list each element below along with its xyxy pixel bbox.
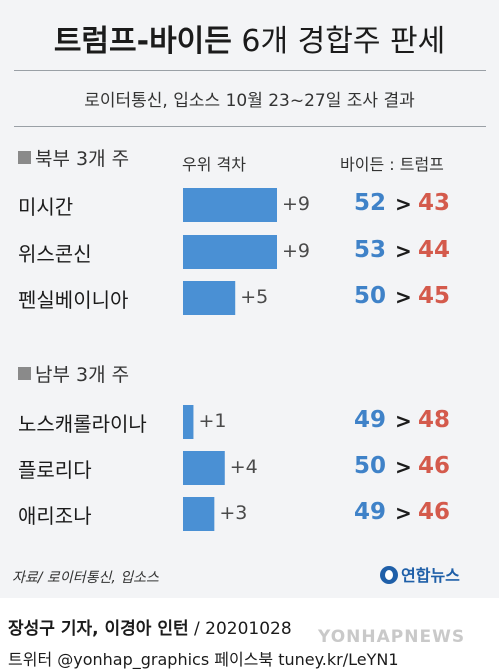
brand-logo-icon — [380, 566, 398, 584]
title-bold: 트럼프-바이든 — [53, 24, 232, 59]
margin-bar — [183, 451, 225, 485]
margin-label: +9 — [282, 240, 311, 262]
margin-label: +5 — [240, 286, 269, 308]
section-north: 북부 3개 주 — [18, 144, 129, 171]
state-label: 펜실베이니아 — [18, 288, 129, 312]
margin-bar — [183, 281, 236, 315]
source-note: 자료/ 로이터통신, 입소스 — [12, 570, 159, 586]
bars-layer — [183, 188, 277, 531]
comparison-chevron-icon: > — [395, 285, 412, 309]
comparison-chevron-icon: > — [395, 192, 412, 216]
subtitle-divider — [14, 126, 486, 127]
poll-column-header: 바이든 : 트럼프 — [340, 155, 444, 174]
margin-bar — [183, 497, 215, 531]
state-label: 위스콘신 — [18, 242, 92, 266]
biden-value: 49 — [353, 407, 386, 433]
margin-bar — [183, 235, 277, 269]
trump-value: 45 — [418, 283, 451, 309]
trump-value: 44 — [418, 237, 451, 263]
biden-value: 49 — [353, 499, 386, 525]
trump-value: 46 — [418, 453, 451, 479]
state-label: 미시간 — [18, 195, 74, 219]
title-light: 6개 경합주 판세 — [241, 24, 446, 59]
state-label: 노스캐롤라이나 — [18, 412, 147, 436]
margin-column-header: 우위 격차 — [182, 155, 246, 174]
social-links: 트위터 @yonhap_graphics 페이스북 tuney.kr/LeYN1 — [8, 650, 399, 669]
section-south: 남부 3개 주 — [18, 360, 129, 387]
chart-card — [0, 0, 499, 598]
trump-value: 43 — [418, 190, 451, 216]
trump-value: 48 — [418, 407, 451, 433]
page-title: 트럼프-바이든 6개 경합주 판세 — [0, 16, 499, 60]
biden-value: 50 — [353, 283, 386, 309]
credit-line: 장성구 기자, 이경아 인턴 / 20201028 — [8, 614, 292, 639]
comparison-chevron-icon: > — [395, 501, 412, 525]
brand-logo: 연합뉴스 — [380, 562, 460, 586]
comparison-chevron-icon: > — [395, 455, 412, 479]
watermark: YONHAPNEWS — [318, 627, 466, 647]
comparison-chevron-icon: > — [395, 239, 412, 263]
credit-date: / 20201028 — [194, 619, 292, 639]
subtitle: 로이터통신, 입소스 10월 23~27일 조사 결과 — [84, 91, 415, 111]
margin-label: +1 — [198, 410, 227, 432]
trump-value: 46 — [418, 499, 451, 525]
section-north-label: 북부 3개 주 — [35, 148, 130, 170]
margin-bar — [183, 188, 277, 222]
state-label: 애리조나 — [18, 504, 92, 528]
comparison-chevron-icon: > — [395, 409, 412, 433]
title-divider — [14, 70, 486, 71]
brand-logo-text: 연합뉴스 — [401, 566, 460, 585]
state-label: 플로리다 — [18, 458, 92, 482]
margin-label: +9 — [282, 193, 311, 215]
credit-authors: 장성구 기자, 이경아 인턴 — [8, 619, 189, 639]
section-marker-icon — [18, 151, 31, 164]
biden-value: 53 — [353, 237, 386, 263]
section-south-label: 남부 3개 주 — [35, 364, 130, 386]
margin-label: +3 — [219, 502, 248, 524]
section-marker-icon — [18, 367, 31, 380]
biden-value: 52 — [353, 190, 386, 216]
margin-label: +4 — [229, 456, 258, 478]
biden-value: 50 — [353, 453, 386, 479]
margin-bar — [183, 405, 194, 439]
